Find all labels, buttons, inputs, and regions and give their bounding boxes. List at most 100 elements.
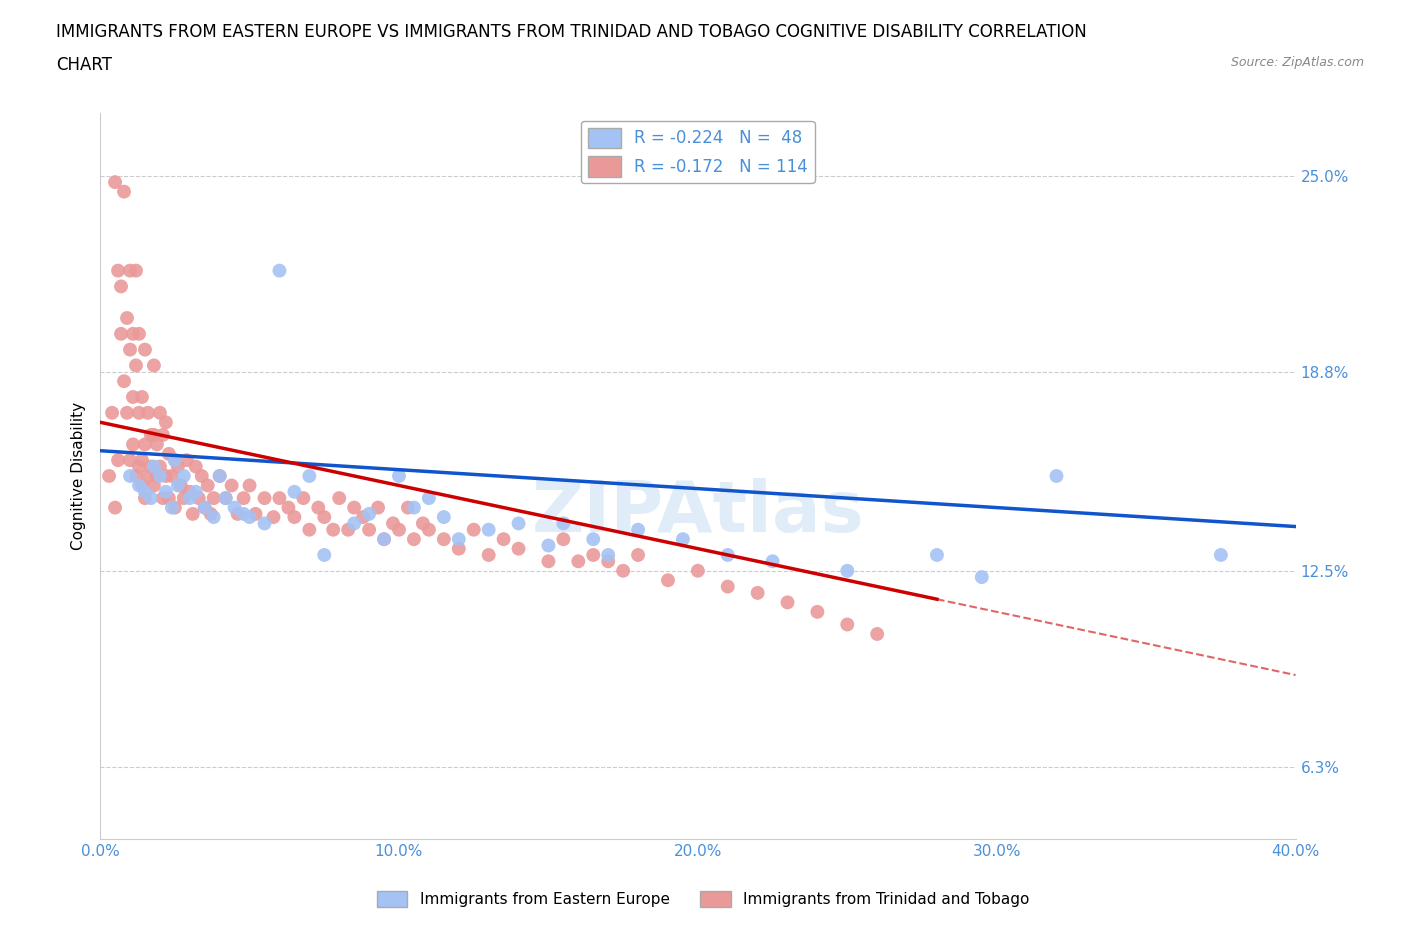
Point — [160, 469, 183, 484]
Point — [1045, 469, 1067, 484]
Point — [402, 500, 425, 515]
Point — [139, 459, 162, 474]
Point — [142, 459, 165, 474]
Point — [582, 532, 605, 547]
Point — [232, 507, 254, 522]
Point — [970, 570, 993, 585]
Point — [118, 469, 141, 484]
Point — [125, 358, 148, 373]
Point — [418, 523, 440, 538]
Point — [837, 564, 859, 578]
Point — [245, 507, 267, 522]
Point — [598, 554, 620, 569]
Point — [343, 516, 366, 531]
Point — [115, 311, 138, 325]
Point — [776, 595, 799, 610]
Point — [208, 469, 231, 484]
Point — [388, 469, 411, 484]
Point — [298, 469, 321, 484]
Point — [263, 510, 285, 525]
Point — [418, 491, 440, 506]
Point — [136, 469, 159, 484]
Point — [157, 446, 180, 461]
Point — [190, 469, 212, 484]
Legend: R = -0.224   N =  48, R = -0.172   N = 114: R = -0.224 N = 48, R = -0.172 N = 114 — [581, 121, 814, 183]
Point — [155, 415, 177, 430]
Point — [508, 516, 530, 531]
Point — [277, 500, 299, 515]
Point — [163, 453, 186, 468]
Point — [447, 532, 470, 547]
Point — [134, 342, 156, 357]
Point — [337, 523, 360, 538]
Point — [402, 532, 425, 547]
Point — [155, 485, 177, 499]
Point — [112, 184, 135, 199]
Point — [478, 548, 501, 563]
Point — [166, 478, 188, 493]
Point — [221, 478, 243, 493]
Point — [314, 548, 336, 563]
Text: CHART: CHART — [56, 56, 112, 73]
Point — [176, 453, 198, 468]
Point — [478, 523, 501, 538]
Point — [367, 500, 389, 515]
Point — [598, 548, 620, 563]
Point — [110, 279, 132, 294]
Point — [343, 500, 366, 515]
Point — [173, 469, 195, 484]
Point — [104, 175, 127, 190]
Point — [396, 500, 419, 515]
Point — [314, 510, 336, 525]
Point — [139, 491, 162, 506]
Point — [118, 453, 141, 468]
Point — [181, 507, 204, 522]
Point — [142, 358, 165, 373]
Point — [149, 405, 172, 420]
Point — [447, 541, 470, 556]
Point — [328, 491, 350, 506]
Point — [925, 548, 948, 563]
Point — [163, 500, 186, 515]
Point — [433, 532, 456, 547]
Point — [382, 516, 405, 531]
Point — [202, 491, 225, 506]
Point — [269, 263, 291, 278]
Point — [139, 428, 162, 443]
Point — [136, 405, 159, 420]
Point — [253, 491, 276, 506]
Point — [152, 428, 174, 443]
Point — [359, 523, 381, 538]
Point — [112, 374, 135, 389]
Point — [131, 390, 153, 405]
Point — [508, 541, 530, 556]
Text: IMMIGRANTS FROM EASTERN EUROPE VS IMMIGRANTS FROM TRINIDAD AND TOBAGO COGNITIVE : IMMIGRANTS FROM EASTERN EUROPE VS IMMIGR… — [56, 23, 1087, 41]
Point — [125, 469, 148, 484]
Point — [184, 485, 207, 499]
Y-axis label: Cognitive Disability: Cognitive Disability — [72, 402, 86, 550]
Point — [232, 491, 254, 506]
Point — [149, 469, 172, 484]
Point — [142, 478, 165, 493]
Point — [149, 459, 172, 474]
Point — [197, 478, 219, 493]
Point — [184, 459, 207, 474]
Point — [686, 564, 709, 578]
Point — [131, 453, 153, 468]
Point — [612, 564, 634, 578]
Point — [152, 491, 174, 506]
Point — [202, 510, 225, 525]
Point — [717, 548, 740, 563]
Point — [307, 500, 329, 515]
Point — [253, 516, 276, 531]
Point — [118, 342, 141, 357]
Point — [128, 326, 150, 341]
Point — [107, 263, 129, 278]
Point — [142, 428, 165, 443]
Point — [567, 554, 589, 569]
Point — [373, 532, 395, 547]
Point — [283, 485, 305, 499]
Point — [170, 478, 193, 493]
Point — [837, 617, 859, 631]
Point — [359, 507, 381, 522]
